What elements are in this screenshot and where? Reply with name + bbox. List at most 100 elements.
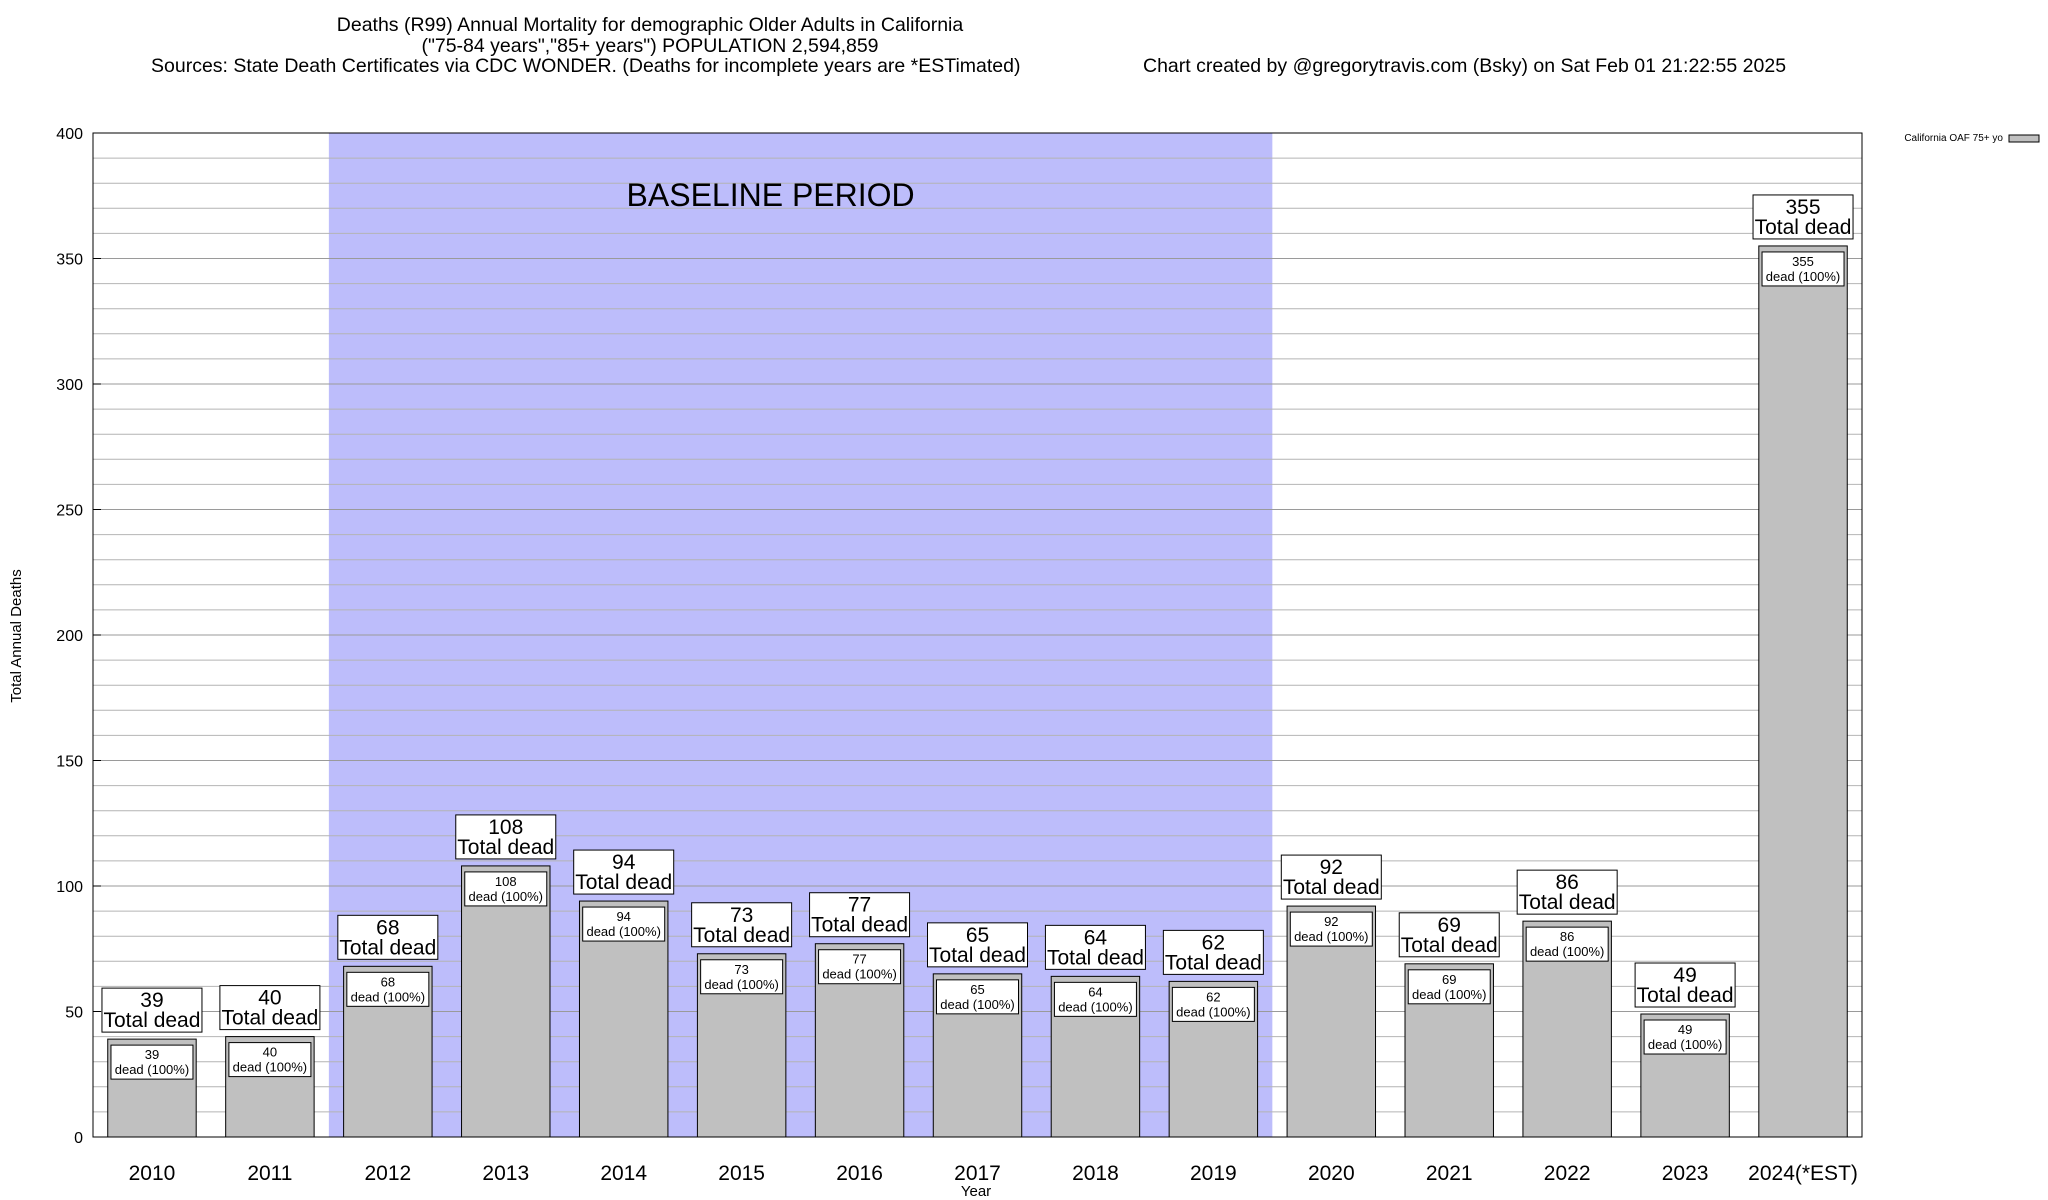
x-tick-label: 2019 [1190,1162,1237,1185]
bar-total-label-box [101,987,203,1033]
x-tick-label: 2022 [1544,1162,1591,1185]
x-tick-label: 2014 [600,1162,647,1185]
bar-inner-caption: dead (100%) [704,977,778,992]
bar-inner-label-box [110,1044,194,1080]
bar [461,865,551,1138]
bar-inner-caption: dead (100%) [1176,1004,1250,1019]
bar-total-label-box [927,922,1028,968]
chart-title-line-2: ("75-84 years","85+ years") POPULATION 2… [421,35,878,57]
chart-title-line-1: Deaths (R99) Annual Mortality for demogr… [337,14,964,36]
bar-total-label-box [455,814,557,860]
bar-inner-label-box [582,906,666,942]
legend-label: California OAF 75+ yo [1904,133,2003,144]
bar-inner-value: 49 [1678,1022,1692,1037]
bar [1758,245,1848,1138]
bar-total-caption: Total dead [104,1009,201,1032]
bar-total-caption: Total dead [811,914,908,937]
bar-total-caption: Total dead [1755,216,1852,239]
bar-total-value: 77 [848,894,871,917]
bar-inner-caption: dead (100%) [115,1062,189,1077]
bar-total-label-box [1280,854,1382,900]
bar-total-caption: Total dead [339,936,436,959]
x-tick-label: 2011 [247,1162,292,1185]
bar-inner-value: 73 [734,962,748,977]
bar-inner-value: 108 [495,874,517,889]
bar-inner-value: 68 [381,974,395,989]
bar-inner-caption: dead (100%) [586,924,660,939]
bar-inner-label-box [1053,981,1137,1017]
bar-total-caption: Total dead [1401,934,1498,957]
bar-total-caption: Total dead [457,836,554,859]
bar-total-label-box [1634,962,1736,1008]
baseline-period-label: BASELINE PERIOD [627,177,915,213]
bar-inner-value: 65 [970,982,984,997]
bar-total-caption: Total dead [221,1007,318,1030]
bar-inner-caption: dead (100%) [940,997,1014,1012]
y-tick-label: 300 [56,377,83,394]
y-axis-label: Total Annual Deaths [8,569,25,702]
legend-swatch [2008,134,2040,143]
bar-total-value: 92 [1320,856,1343,879]
x-tick-label: 2010 [129,1162,176,1185]
bar-total-label-box [337,914,439,960]
bar-total-label-box [573,849,675,895]
y-tick-label: 150 [56,754,83,771]
x-tick-label: 2013 [482,1162,529,1185]
bar-total-caption: Total dead [1637,984,1734,1007]
y-tick-label: 200 [56,628,83,645]
bar-total-value: 40 [258,987,281,1010]
bar-inner-value: 62 [1206,989,1220,1004]
bar-total-value: 94 [612,851,636,874]
y-tick-label: 50 [65,1005,83,1022]
bar-inner-label-box [818,949,902,985]
y-tick-label: 400 [56,126,83,143]
bar-total-value: 108 [488,816,523,839]
bar-total-value: 39 [140,989,163,1012]
bar-inner-label-box [1643,1019,1727,1055]
chart-credit: Chart created by @gregorytravis.com (Bsk… [1143,55,1786,77]
x-tick-label: 2023 [1662,1162,1709,1185]
bar-inner-label-box [700,959,784,995]
bar-inner-value: 94 [616,909,630,924]
bar-total-label-box [1398,912,1500,958]
bar-total-caption: Total dead [1519,891,1616,914]
bar-inner-caption: dead (100%) [822,967,896,982]
bar-inner-label-box [464,871,548,907]
x-tick-label: 2024(*EST) [1748,1162,1858,1185]
y-tick-label: 350 [56,252,83,269]
bar-inner-label-box [1289,911,1373,947]
x-tick-label: 2017 [954,1162,1001,1185]
bar-inner-label-box [1761,251,1845,287]
bar-total-caption: Total dead [929,944,1026,967]
bar-total-label-box [1752,194,1854,240]
bar-total-caption: Total dead [1165,951,1262,974]
x-tick-label: 2016 [836,1162,883,1185]
bar-total-value: 73 [730,904,753,927]
x-axis-ticks: 2010 2011 2012 2013 2014 2015 2016 2017 2018 2019… [129,1162,1858,1185]
bar-inner-value: 86 [1560,929,1574,944]
bar-inner-caption: dead (100%) [1294,929,1368,944]
bar-inner-caption: dead (100%) [233,1060,307,1075]
bar-inner-label-box [228,1042,312,1078]
bar-inner-value: 39 [145,1047,159,1062]
bar-inner-caption: dead (100%) [1058,999,1132,1014]
bar-inner-value: 40 [263,1045,277,1060]
bar-total-caption: Total dead [1047,946,1144,969]
bar-total-label-box [691,902,793,948]
bar-inner-value: 355 [1792,254,1814,269]
bar-total-label-box [1162,929,1264,975]
bar-total-label-box [1044,924,1146,970]
bar-inner-caption: dead (100%) [469,889,543,904]
bar-inner-label-box [1407,969,1491,1005]
bar-inner-caption: dead (100%) [1530,944,1604,959]
x-tick-label: 2021 [1426,1162,1473,1185]
